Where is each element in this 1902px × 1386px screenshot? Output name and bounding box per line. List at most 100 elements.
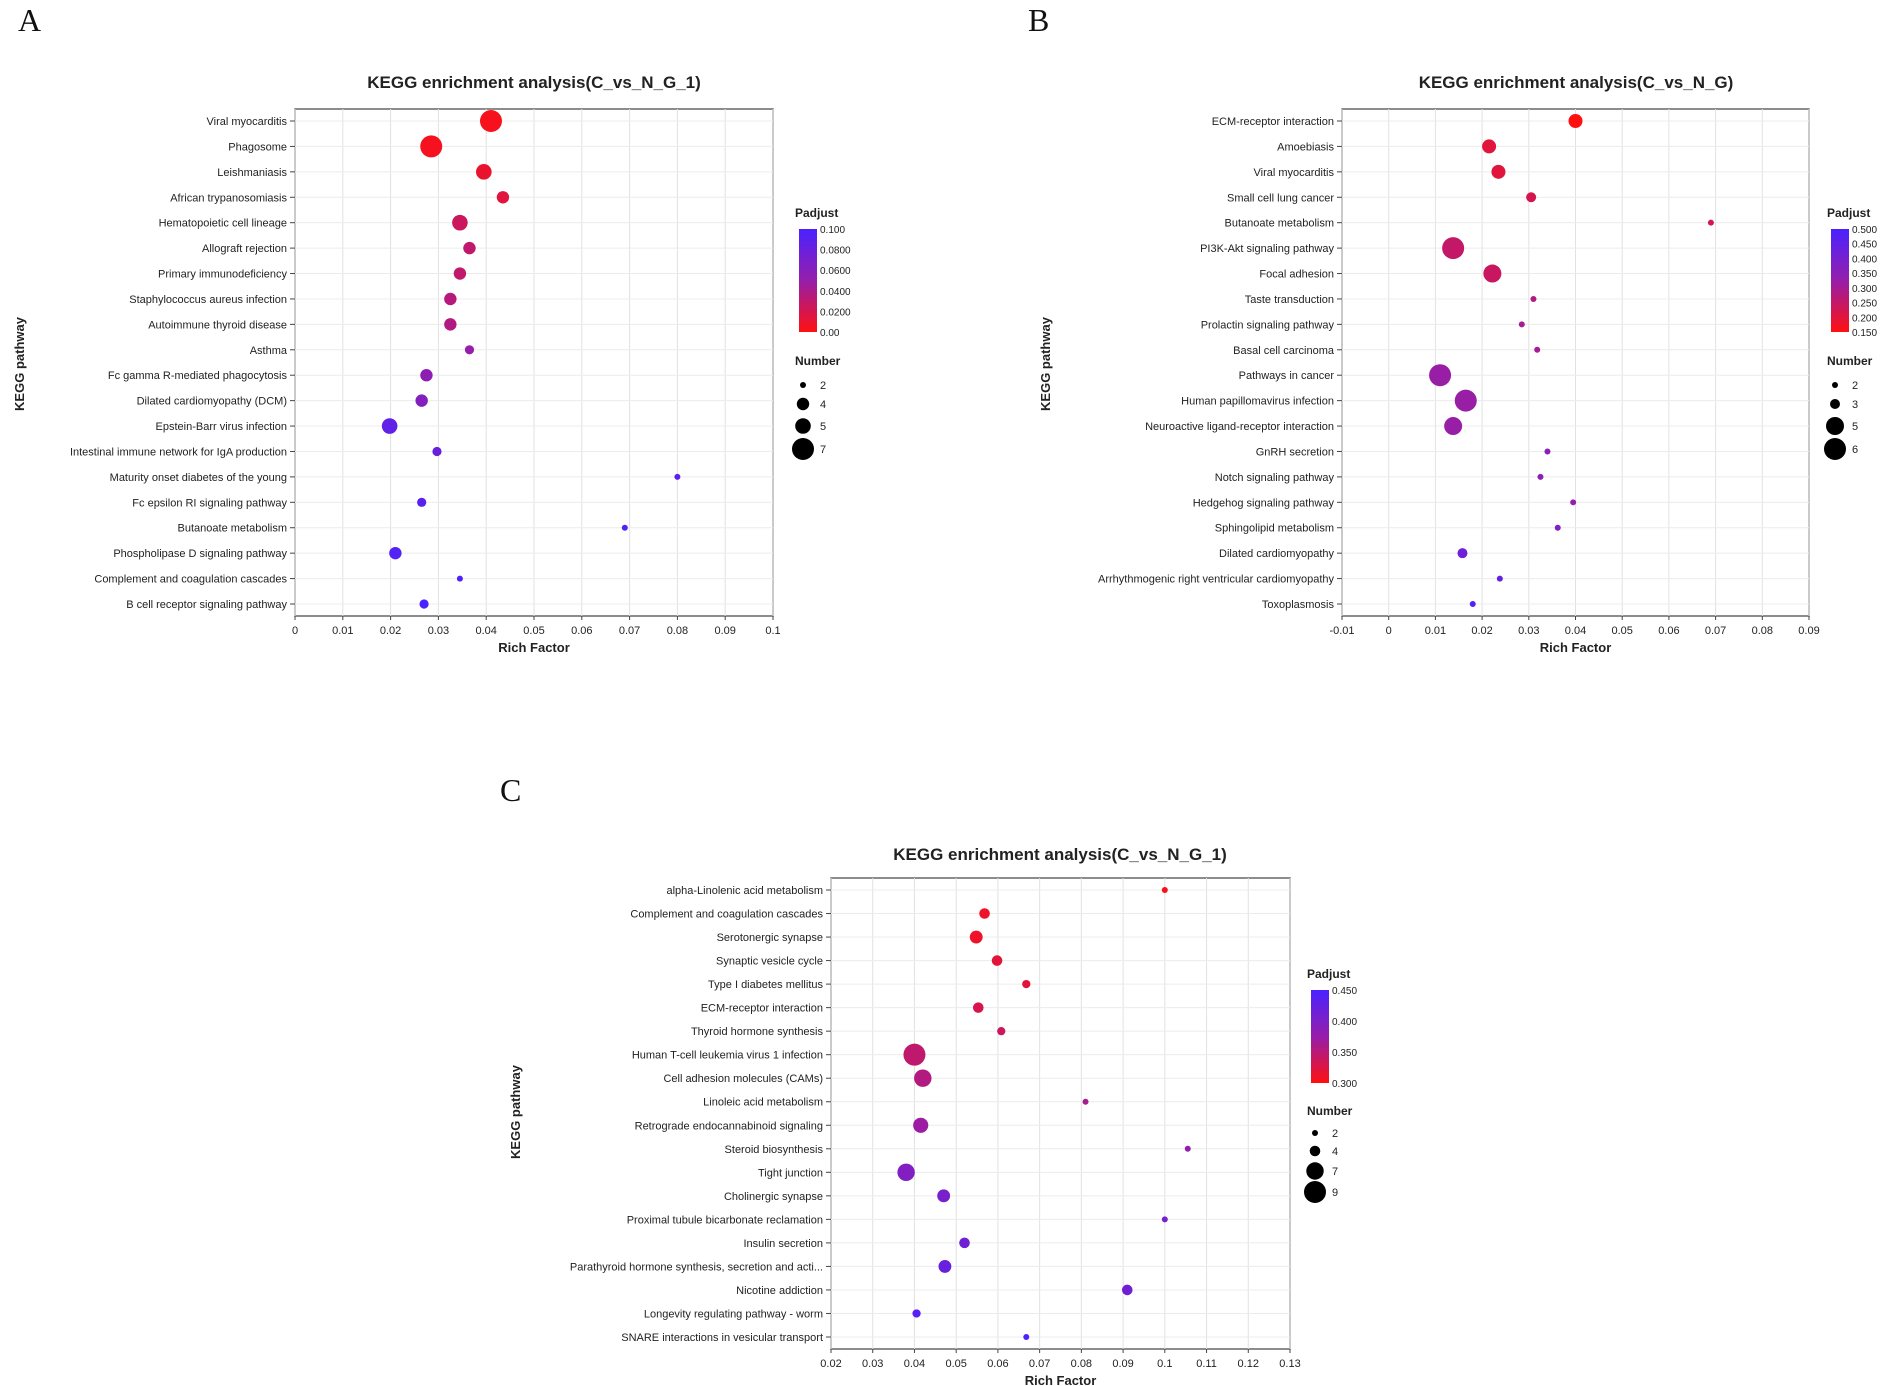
colorbar-tick-label: 0.0800: [820, 246, 851, 257]
y-tick-label: Steroid biosynthesis: [725, 1144, 824, 1156]
data-point: [914, 1069, 932, 1087]
data-point: [419, 599, 429, 609]
y-tick-label: Amoebiasis: [1277, 141, 1334, 153]
data-point: [1022, 979, 1031, 989]
panel-label-c: C: [500, 772, 522, 808]
colorbar-tick-label: 0.100: [820, 225, 845, 236]
y-tick-label: alpha-Linolenic acid metabolism: [666, 885, 823, 897]
y-tick-label: Butanoate metabolism: [1225, 218, 1334, 230]
y-tick-label: Intestinal immune network for IgA produc…: [70, 446, 287, 458]
x-tick-label: 0.03: [862, 1358, 883, 1370]
x-tick-label: 0.05: [1611, 625, 1632, 637]
y-tick-label: Prolactin signaling pathway: [1201, 319, 1335, 331]
size-legend-label: 2: [1852, 380, 1858, 392]
y-tick-label: ECM-receptor interaction: [1212, 116, 1334, 128]
y-tick-label: Butanoate metabolism: [178, 523, 287, 535]
data-point: [479, 110, 502, 132]
y-tick-label: Phospholipase D signaling pathway: [113, 548, 287, 560]
y-tick-label: Taste transduction: [1245, 294, 1334, 306]
size-legend-marker: [1824, 438, 1846, 460]
y-tick-label: Phagosome: [228, 141, 287, 153]
y-tick-label: GnRH secretion: [1256, 446, 1334, 458]
data-point: [959, 1237, 970, 1249]
y-tick-label: Autoimmune thyroid disease: [148, 319, 287, 331]
x-tick-label: 0: [1386, 625, 1392, 637]
y-tick-label: Insulin secretion: [744, 1238, 824, 1250]
x-tick-label: 0.1: [1157, 1358, 1172, 1370]
data-point: [389, 546, 402, 560]
data-point: [1184, 1145, 1191, 1152]
size-legend-label: 4: [820, 399, 826, 411]
y-tick-label: Hematopoietic cell lineage: [159, 218, 287, 230]
x-tick-label: 0.01: [1425, 625, 1446, 637]
colorbar-tick-label: 0.450: [1852, 240, 1877, 251]
y-tick-label: PI3K-Akt signaling pathway: [1200, 243, 1334, 255]
panel-label-a: A: [18, 2, 42, 38]
x-tick-label: 0.01: [332, 625, 353, 637]
x-tick-label: 0: [292, 625, 298, 637]
data-point: [1526, 192, 1537, 203]
x-tick-label: 0.08: [1071, 1358, 1092, 1370]
data-point: [1482, 139, 1497, 154]
data-point: [415, 394, 428, 407]
data-point: [464, 345, 475, 355]
plot-area: [830, 877, 1291, 1350]
data-point: [991, 955, 1003, 966]
size-legend-label: 2: [1332, 1128, 1338, 1140]
data-point: [453, 267, 467, 280]
y-tick-label: Small cell lung cancer: [1227, 192, 1334, 204]
size-legend-label: 7: [820, 444, 826, 456]
data-point: [979, 908, 990, 919]
chart-title: KEGG enrichment analysis(C_vs_N_G): [1419, 73, 1734, 92]
y-tick-label: Focal adhesion: [1259, 269, 1334, 281]
size-legend-label: 2: [820, 380, 826, 392]
chart-panel-b: -0.01 0 0.01 0.02 0.03 0.04 0.05 0.06 0.07 0.08 0.…: [1038, 73, 1877, 655]
colorbar-tick-label: 0.350: [1332, 1048, 1357, 1059]
data-point: [1530, 295, 1537, 302]
data-point: [420, 369, 433, 382]
color-legend-title: Padjust: [1827, 206, 1870, 220]
y-tick-label: Complement and coagulation cascades: [630, 909, 823, 921]
data-point: [674, 473, 681, 480]
colorbar-tick-label: 0.150: [1852, 328, 1877, 339]
data-point: [1469, 601, 1476, 607]
y-tick-label: Arrhythmogenic right ventricular cardiom…: [1098, 574, 1334, 586]
y-tick-label: Human papillomavirus infection: [1181, 396, 1334, 408]
x-tick-label: 0.07: [1029, 1358, 1050, 1370]
data-point: [1442, 237, 1465, 260]
data-point: [969, 930, 983, 944]
data-point: [937, 1189, 951, 1203]
data-point: [912, 1309, 921, 1318]
y-tick-label: B cell receptor signaling pathway: [126, 599, 287, 611]
x-tick-label: 0.08: [667, 625, 688, 637]
data-point: [1121, 1284, 1133, 1296]
colorbar-tick-label: 0.250: [1852, 299, 1877, 310]
data-point: [1483, 264, 1502, 283]
data-point: [903, 1043, 926, 1066]
data-point: [417, 497, 427, 507]
y-tick-label: Nicotine addiction: [736, 1285, 823, 1297]
x-tick-label: 0.02: [820, 1358, 841, 1370]
size-legend-marker: [1306, 1162, 1324, 1180]
x-tick-label: 0.04: [475, 625, 496, 637]
x-tick-label: 0.13: [1279, 1358, 1300, 1370]
x-tick-label: 0.06: [987, 1358, 1008, 1370]
y-tick-label: Cell adhesion molecules (CAMs): [663, 1073, 823, 1085]
y-tick-label: Parathyroid hormone synthesis, secretion…: [570, 1261, 823, 1273]
y-tick-label: Viral myocarditis: [1254, 167, 1335, 179]
x-tick-label: 0.07: [619, 625, 640, 637]
colorbar-tick-label: 0.0200: [820, 307, 851, 318]
x-tick-label: 0.09: [1112, 1358, 1133, 1370]
data-point: [1023, 1334, 1030, 1340]
data-point: [381, 418, 398, 434]
x-tick-label: 0.11: [1196, 1358, 1217, 1370]
y-tick-label: African trypanosomiasis: [170, 192, 287, 204]
y-tick-label: Notch signaling pathway: [1215, 472, 1335, 484]
data-point: [444, 292, 457, 306]
y-tick-label: Sphingolipid metabolism: [1215, 523, 1334, 535]
y-tick-label: Complement and coagulation cascades: [94, 574, 287, 586]
colorbar-tick-label: 0.350: [1852, 269, 1877, 280]
data-point: [1518, 321, 1525, 328]
data-point: [1544, 448, 1551, 455]
